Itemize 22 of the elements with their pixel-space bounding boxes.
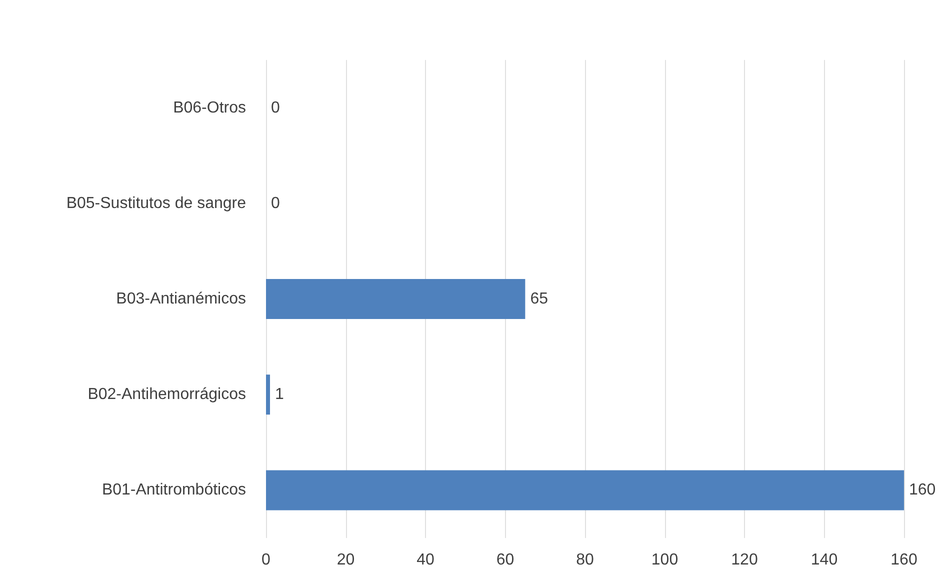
data-label: 0 bbox=[271, 194, 280, 212]
y-tick-label: B05-Sustitutos de sangre bbox=[66, 194, 246, 212]
y-tick-label: B06-Otros bbox=[173, 99, 246, 116]
x-tick-label: 160 bbox=[890, 552, 918, 568]
x-tick-label: 80 bbox=[576, 552, 594, 568]
data-label: 1 bbox=[274, 386, 284, 404]
x-tick-label: 100 bbox=[651, 552, 678, 568]
data-label: 65 bbox=[530, 290, 548, 308]
x-tick-label: 120 bbox=[731, 552, 758, 568]
y-tick-label: B01-Antitrombóticos bbox=[102, 482, 246, 499]
x-tick-label: 60 bbox=[496, 552, 514, 568]
y-tick-label: B03-Antianémicos bbox=[116, 290, 246, 308]
bar bbox=[266, 279, 526, 319]
bar bbox=[266, 374, 270, 415]
data-label: 160 bbox=[909, 482, 936, 499]
x-tick-label: 0 bbox=[262, 552, 271, 568]
bar bbox=[266, 470, 904, 510]
x-tick-label: 140 bbox=[810, 552, 838, 568]
y-tick-label: B02-Antihemorrágicos bbox=[88, 386, 246, 404]
data-label: 0 bbox=[271, 99, 280, 116]
x-tick-label: 20 bbox=[336, 552, 355, 568]
x-tick-label: 40 bbox=[416, 552, 434, 568]
